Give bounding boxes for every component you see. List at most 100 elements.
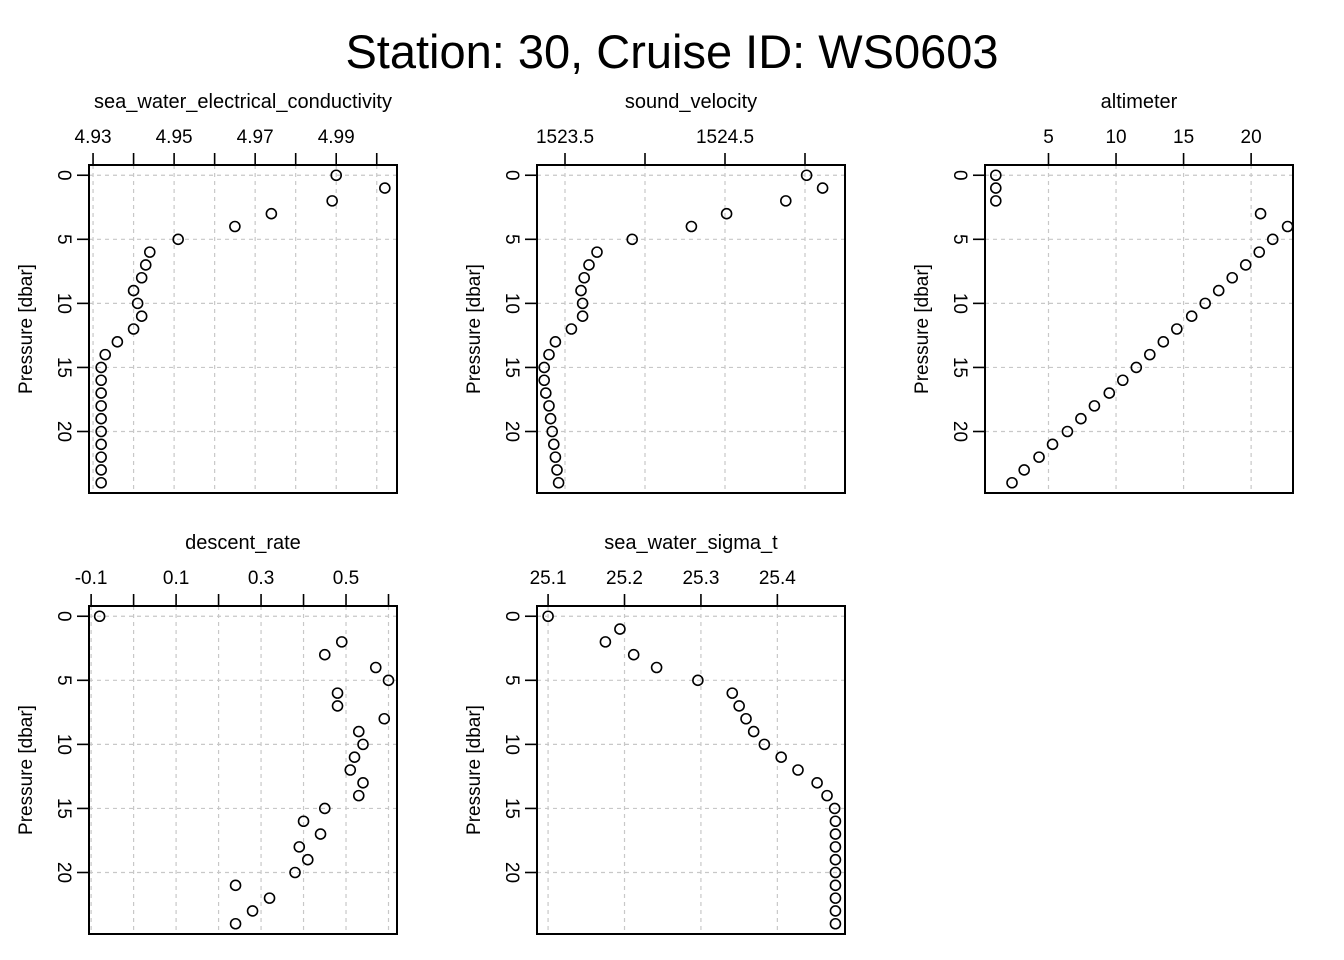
data-point <box>331 700 344 712</box>
x-tick-label: 25.4 <box>759 568 796 589</box>
data-point <box>828 802 841 815</box>
data-point <box>552 476 565 489</box>
y-tick-label: 0 <box>501 611 522 622</box>
data-point <box>800 169 813 182</box>
data-point <box>335 636 348 648</box>
x-tick-label: 15 <box>1173 127 1194 148</box>
data-point <box>357 777 369 789</box>
data-point <box>314 828 327 840</box>
data-point <box>95 425 107 438</box>
y-tick-label: 0 <box>53 611 74 622</box>
x-tick-label: 0.3 <box>248 568 274 589</box>
data-point <box>829 879 842 892</box>
x-tick-label: 5 <box>1043 127 1054 148</box>
y-tick-label: 10 <box>501 293 522 314</box>
data-point <box>1088 400 1101 412</box>
data-point <box>143 246 156 258</box>
data-point <box>591 246 603 258</box>
data-point <box>1266 233 1279 246</box>
data-point <box>378 712 391 725</box>
y-axis-label: Pressure [dbar] <box>464 264 485 394</box>
data-point <box>1171 323 1183 335</box>
data-point <box>127 284 140 297</box>
data-point <box>379 182 391 194</box>
data-point <box>111 336 124 348</box>
data-point <box>357 738 369 751</box>
plot-frame <box>536 605 846 935</box>
data-point <box>127 323 140 335</box>
data-point <box>1239 259 1252 271</box>
data-point <box>289 866 301 879</box>
data-point <box>829 853 842 866</box>
plot-frame <box>88 605 398 935</box>
data-point <box>990 182 1002 194</box>
data-point <box>172 233 184 246</box>
data-point <box>95 412 107 425</box>
data-point <box>139 259 152 271</box>
y-tick-label: 5 <box>53 675 74 686</box>
data-point <box>538 374 551 387</box>
y-tick-label: 15 <box>53 357 74 378</box>
y-tick-label: 20 <box>501 862 522 883</box>
y-axis-label: Pressure [dbar] <box>912 264 933 394</box>
data-point <box>352 789 365 802</box>
x-tick-label: 25.2 <box>606 568 643 589</box>
data-point <box>538 361 551 374</box>
data-point <box>293 841 306 853</box>
data-point <box>1130 361 1143 374</box>
data-point <box>1253 246 1266 258</box>
data-point <box>726 687 739 699</box>
data-point <box>614 623 626 635</box>
y-tick-label: 15 <box>53 798 74 819</box>
y-tick-label: 20 <box>53 862 74 883</box>
plot-frame <box>88 164 398 494</box>
y-tick-label: 0 <box>949 170 970 181</box>
data-point <box>539 387 552 399</box>
figure-title: Station: 30, Cruise ID: WS0603 <box>345 25 998 78</box>
y-tick-label: 5 <box>501 234 522 245</box>
y-tick-label: 5 <box>501 675 522 686</box>
data-point <box>551 464 563 476</box>
data-point <box>93 610 106 623</box>
data-point <box>544 412 557 425</box>
data-point <box>1046 438 1059 451</box>
data-point <box>576 310 589 322</box>
x-tick-label: 4.93 <box>75 127 112 148</box>
data-point <box>775 751 787 763</box>
data-point <box>565 323 578 335</box>
data-point <box>1212 284 1225 297</box>
x-tick-label: 1524.5 <box>696 127 754 148</box>
data-point <box>1018 464 1030 476</box>
x-tick-label: 4.95 <box>156 127 193 148</box>
data-point <box>829 917 842 930</box>
data-point <box>265 207 278 220</box>
panel-2: 5 10 15 20 0 5 10 15 20 Pressure [dbar] altimeter <box>912 91 1294 494</box>
data-point <box>720 207 733 220</box>
data-point <box>990 195 1002 207</box>
y-axis-label: Pressure [dbar] <box>16 705 37 835</box>
data-point <box>599 636 612 648</box>
x-tick-label: 20 <box>1241 127 1262 148</box>
panel-4: 25.1 25.2 25.3 25.4 0 5 10 15 20 Pressure [dbar] s… <box>464 532 846 935</box>
y-tick-label: 15 <box>501 357 522 378</box>
plot-frame <box>984 164 1294 494</box>
data-point <box>1075 412 1087 425</box>
data-point <box>1226 271 1239 284</box>
x-tick-label: 4.97 <box>237 127 274 148</box>
data-point <box>95 374 107 387</box>
data-point <box>263 892 276 904</box>
y-tick-label: 10 <box>501 734 522 755</box>
data-point <box>1254 207 1267 220</box>
data-point <box>626 233 639 246</box>
data-point <box>1281 220 1294 233</box>
data-point <box>829 841 842 853</box>
data-point <box>229 220 241 233</box>
data-point <box>543 348 555 361</box>
data-point <box>348 751 361 763</box>
data-point <box>95 400 107 412</box>
data-point <box>135 310 148 322</box>
data-point <box>829 866 842 879</box>
data-point <box>576 297 589 310</box>
data-point <box>575 284 587 297</box>
